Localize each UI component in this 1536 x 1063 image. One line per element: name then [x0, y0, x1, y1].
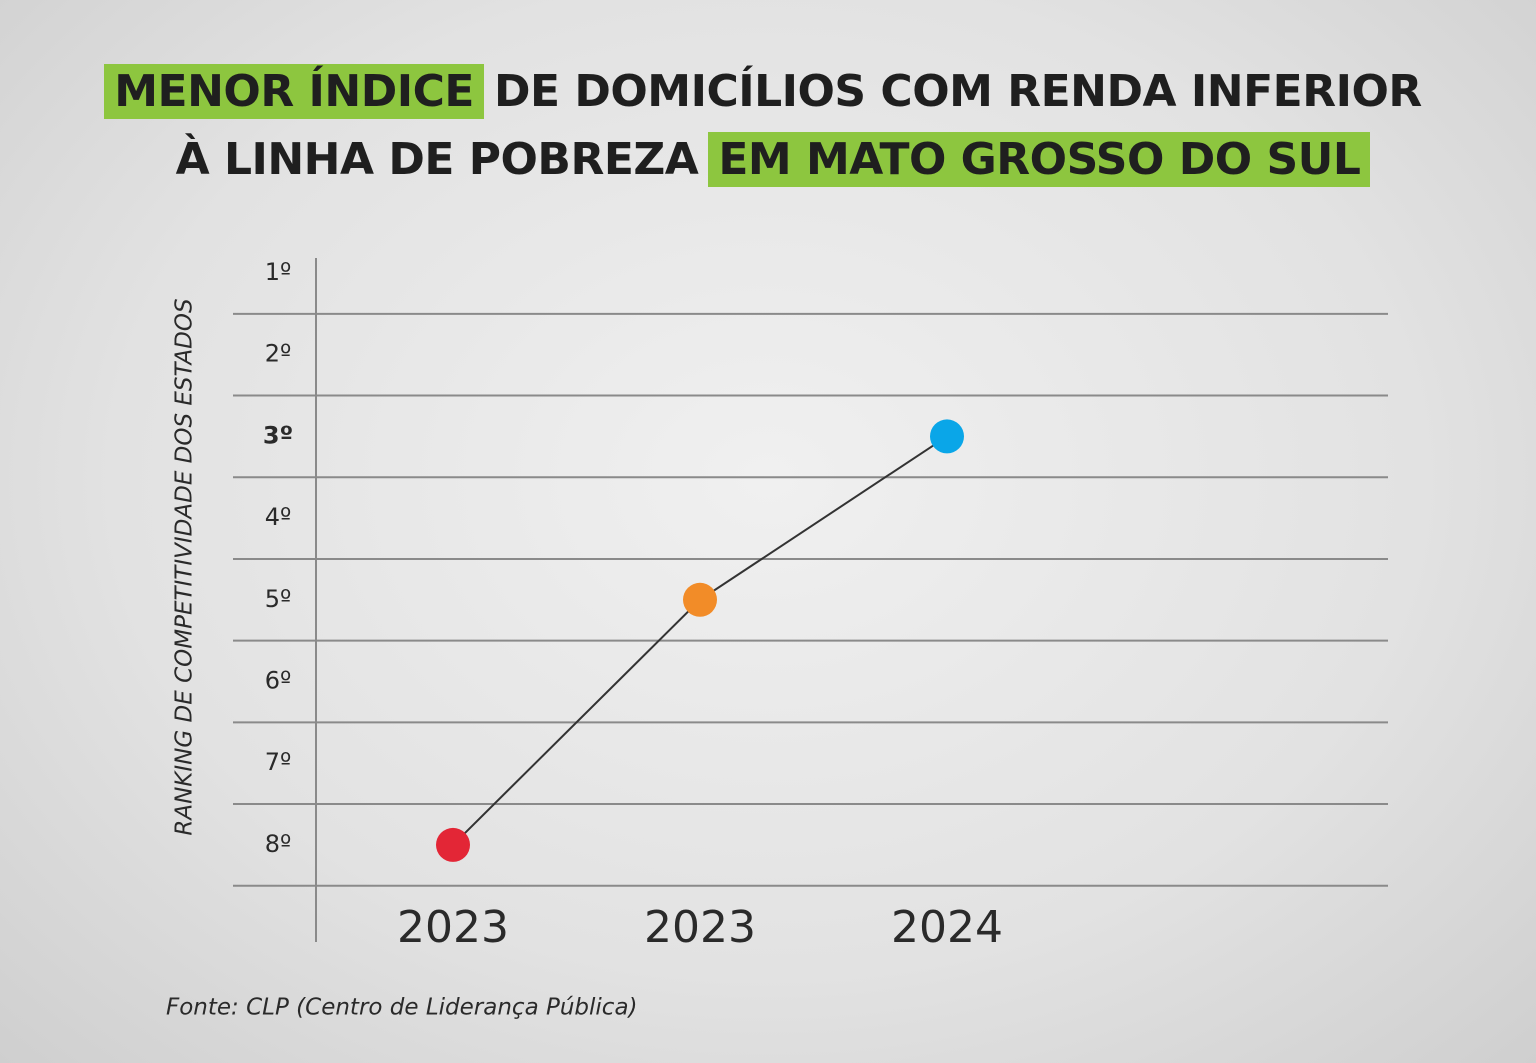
- title-part: DE DOMICÍLIOS COM RENDA INFERIOR: [493, 66, 1422, 117]
- data-point: [436, 827, 470, 862]
- source: Fonte: CLP (Centro de Liderança Pública): [166, 995, 638, 1021]
- y-tick-label: 3º: [263, 421, 293, 449]
- title-part: MENOR ÍNDICE: [104, 64, 484, 119]
- title-line: À LINHA DE POBREZA EM MATO GROSSO DO SUL: [0, 126, 1536, 194]
- title-line: MENOR ÍNDICE DE DOMICÍLIOS COM RENDA INFE…: [0, 58, 1536, 126]
- y-tick-label: 8º: [265, 830, 292, 858]
- title-part: EM MATO GROSSO DO SUL: [708, 132, 1371, 187]
- y-tick-label: 5º: [265, 585, 292, 613]
- y-tick-label: 4º: [265, 503, 292, 531]
- y-tick-label: 2º: [265, 340, 292, 368]
- y-tick-label: 7º: [265, 748, 292, 776]
- y-tick-label: 6º: [265, 667, 292, 695]
- data-point: [930, 419, 964, 454]
- chart-title: MENOR ÍNDICE DE DOMICÍLIOS COM RENDA INFE…: [0, 58, 1536, 194]
- data-point: [683, 582, 717, 617]
- y-tick-label: 1º: [265, 258, 292, 286]
- x-tick-label: 2023: [397, 902, 509, 953]
- x-tick-label: 2024: [891, 902, 1003, 953]
- x-tick-label: 2023: [644, 902, 756, 953]
- title-part: À LINHA DE POBREZA: [175, 134, 699, 185]
- y-axis-label: RANKING DE COMPETITIVIDADE DOS ESTADOS: [172, 298, 198, 835]
